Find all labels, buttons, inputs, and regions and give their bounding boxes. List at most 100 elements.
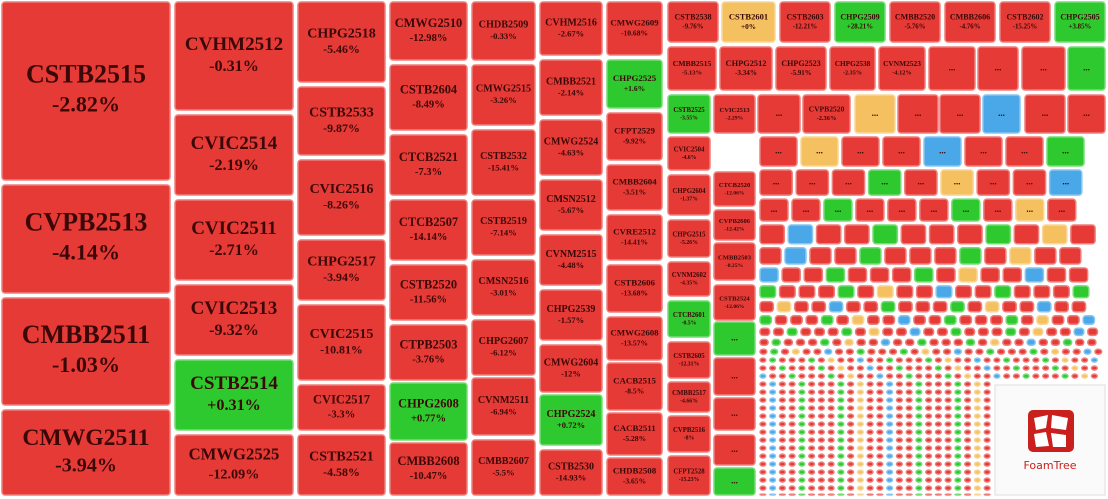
small-tile <box>771 338 782 347</box>
small-tile <box>788 493 796 496</box>
small-tile <box>778 397 786 403</box>
small-tile <box>928 315 942 326</box>
small-tile <box>964 381 972 387</box>
small-tile <box>769 445 777 451</box>
tile-change: -3.34% <box>735 69 757 77</box>
tile <box>667 300 711 338</box>
small-tile <box>876 389 884 395</box>
tile-name: CMWG2608 <box>610 328 659 338</box>
small-tile <box>944 493 952 496</box>
small-tile <box>856 405 864 411</box>
small-tile <box>856 338 867 347</box>
small-tile <box>798 413 806 419</box>
small-tile <box>1013 224 1040 245</box>
small-tile <box>925 421 933 427</box>
small-tile <box>1042 357 1050 363</box>
small-tile <box>905 405 913 411</box>
small-tile <box>928 224 955 245</box>
small-tile <box>904 169 938 196</box>
tile-change: -14.93% <box>556 472 586 482</box>
small-tile <box>1061 365 1069 371</box>
small-tile <box>837 389 845 395</box>
small-tile <box>934 421 942 427</box>
small-tile <box>984 246 1007 265</box>
small-tile <box>1087 338 1097 347</box>
small-tile <box>847 373 855 379</box>
small-tile <box>925 365 933 371</box>
tile-name: CMWG2524 <box>544 136 598 147</box>
tile <box>471 259 536 316</box>
small-tile <box>1090 373 1098 379</box>
small-tile <box>895 493 903 496</box>
small-tile <box>934 485 942 491</box>
small-tile <box>1046 136 1085 167</box>
small-tile <box>856 357 864 363</box>
small-tile <box>1032 373 1040 379</box>
small-tile <box>863 300 879 313</box>
small-tile <box>915 285 933 299</box>
small-tile <box>876 437 884 443</box>
small-tile <box>798 389 806 395</box>
tile <box>667 94 711 134</box>
small-tile <box>769 389 777 395</box>
small-tile <box>802 348 811 355</box>
small-tile <box>897 94 939 134</box>
small-tile <box>983 429 991 435</box>
small-tile <box>866 421 874 427</box>
small-tile <box>994 285 1012 299</box>
tile <box>389 134 468 196</box>
small-tile <box>856 413 864 419</box>
small-tile <box>954 453 962 459</box>
tile-change: -13.57% <box>621 339 648 348</box>
tile <box>606 457 663 496</box>
tile-name: CTCB2521 <box>399 150 458 164</box>
small-tile <box>770 348 779 355</box>
more-label: ... <box>930 204 937 214</box>
tile-name: CHPG2505 <box>1060 12 1099 21</box>
tile <box>713 242 756 281</box>
small-tile <box>866 469 874 475</box>
tile-change: -1.03% <box>52 352 120 377</box>
small-tile <box>983 397 991 403</box>
small-tile <box>866 373 874 379</box>
small-tile <box>983 421 991 427</box>
small-tile <box>880 300 896 313</box>
small-tile <box>808 365 816 371</box>
more-label: ... <box>954 177 961 187</box>
small-tile <box>1040 348 1049 355</box>
small-tile <box>1013 285 1031 299</box>
tile-name: CSTB2520 <box>400 278 457 292</box>
tile <box>539 179 603 231</box>
small-tile <box>837 397 845 403</box>
tile-name: CMBB2604 <box>612 177 657 187</box>
small-tile <box>866 461 874 467</box>
small-tile <box>778 373 786 379</box>
small-tile <box>964 493 972 496</box>
small-tile <box>876 445 884 451</box>
small-tile <box>769 429 777 435</box>
small-tile <box>827 437 835 443</box>
tile <box>667 219 711 258</box>
tile-name: CVIC2516 <box>310 181 374 197</box>
small-tile <box>934 373 942 379</box>
small-tile <box>1066 315 1080 326</box>
small-tile <box>982 94 1021 134</box>
small-tile <box>778 469 786 475</box>
small-tile <box>791 198 821 222</box>
small-tile <box>876 405 884 411</box>
small-tile <box>759 437 767 443</box>
small-tile <box>759 397 767 403</box>
small-tile <box>934 246 957 265</box>
tile <box>944 1 996 43</box>
small-tile <box>876 397 884 403</box>
small-tile <box>788 445 796 451</box>
small-tile <box>817 453 825 459</box>
tile-name: CHPG2604 <box>672 188 706 195</box>
tile-change: -3.94% <box>55 454 117 476</box>
small-tile <box>1034 246 1057 265</box>
tile-change: -4.58% <box>323 465 360 479</box>
tile-change: -14.41% <box>621 238 648 247</box>
small-tile <box>886 421 894 427</box>
small-tile <box>798 365 806 371</box>
small-tile <box>905 445 913 451</box>
